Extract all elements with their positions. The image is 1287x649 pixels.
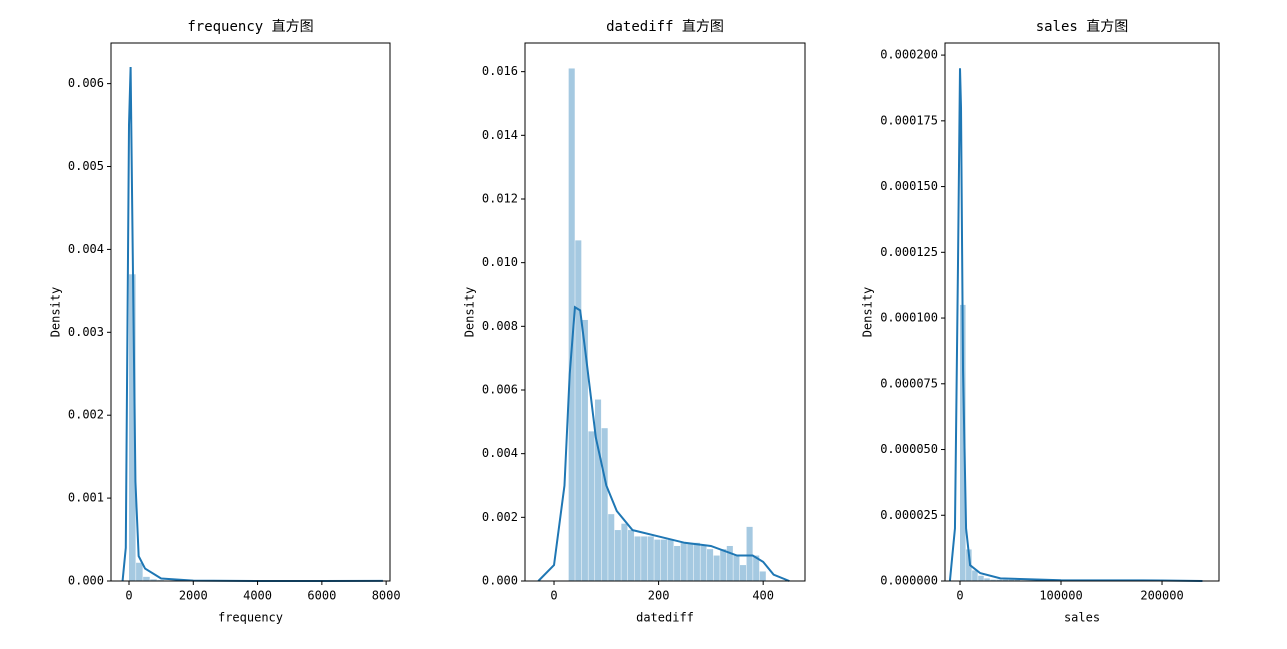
y-tick-label: 0.005 (68, 159, 104, 173)
subplot: 0 100000 200000 0.000000 0.000025 0.000050 0.0… (861, 18, 1220, 625)
x-tick-label: 2000 (179, 589, 208, 603)
x-tick-label: 0 (550, 589, 557, 603)
axes-frame (944, 42, 1220, 582)
axes-frame (524, 42, 806, 582)
y-tick-label: 0.000175 (880, 113, 938, 127)
x-tick-label: 100000 (1039, 589, 1082, 603)
y-tick-label: 0.001 (68, 491, 104, 505)
bar (984, 578, 990, 581)
bar (581, 319, 588, 581)
y-tick-label: 0.002 (68, 408, 104, 422)
bar (687, 542, 694, 581)
bar (641, 536, 648, 581)
y-tick-label: 0.000150 (880, 179, 938, 193)
y-tick-label: 0.000 (68, 574, 104, 588)
y-tick-label: 0.000100 (880, 311, 938, 325)
bar (693, 542, 700, 581)
x-axis-label: frequency (218, 611, 283, 625)
y-tick-label: 0.006 (482, 382, 518, 396)
chart-title: sales 直方图 (1036, 18, 1129, 35)
bar (720, 549, 727, 581)
chart-title: frequency 直方图 (187, 18, 313, 35)
bar (966, 549, 972, 581)
bar (726, 545, 733, 581)
y-tick-label: 0.008 (482, 319, 518, 333)
bar (680, 542, 687, 581)
y-tick-label: 0.000200 (880, 48, 938, 62)
chart-title: datediff 直方图 (606, 18, 724, 35)
y-tick-label: 0.000025 (880, 508, 938, 522)
bar (634, 536, 641, 581)
bar (759, 571, 766, 581)
bar (150, 579, 157, 581)
bar (996, 579, 1002, 581)
y-tick-label: 0.012 (482, 191, 518, 205)
subplot: 0 2000 4000 6000 8000 0.000 0.001 0.002 0.003 0.0… (48, 18, 400, 625)
bar (739, 565, 747, 581)
bar (608, 514, 615, 581)
y-tick-label: 0.004 (68, 242, 104, 256)
y-tick-label: 0.014 (482, 128, 518, 142)
bar (575, 240, 582, 581)
bar (667, 539, 674, 581)
x-tick-label: 6000 (307, 589, 336, 603)
bar (595, 399, 602, 581)
bar (1008, 579, 1015, 581)
bar (654, 539, 661, 581)
bar (588, 431, 595, 581)
bar (660, 539, 667, 581)
bar (674, 545, 681, 581)
bar (978, 575, 984, 581)
x-tick-label: 200 (648, 589, 670, 603)
y-tick-label: 0.003 (68, 325, 104, 339)
x-tick-label: 0 (956, 589, 963, 603)
bar (753, 555, 760, 581)
y-tick-label: 0.006 (68, 76, 104, 90)
y-axis-label: Density (861, 287, 875, 338)
bar (136, 562, 143, 581)
bar (614, 530, 621, 581)
bar (627, 530, 635, 581)
x-tick-label: 8000 (372, 589, 401, 603)
bar (647, 536, 654, 581)
kde-line (948, 68, 1203, 582)
y-tick-label: 0.000050 (880, 442, 938, 456)
bar (713, 555, 720, 581)
bar (1014, 579, 1021, 581)
y-tick-label: 0.000125 (880, 245, 938, 259)
kde-line (537, 305, 790, 582)
bar (972, 570, 978, 581)
y-tick-label: 0.000000 (880, 574, 938, 588)
bar (733, 555, 740, 581)
y-axis-label: Density (48, 287, 62, 338)
y-axis-label: Density (462, 287, 476, 338)
bar (601, 428, 608, 581)
x-axis-label: sales (1064, 611, 1100, 625)
x-axis-label: datediff (636, 611, 694, 625)
y-tick-label: 0.000075 (880, 376, 938, 390)
bar (990, 579, 996, 581)
x-tick-label: 400 (752, 589, 774, 603)
x-tick-label: 200000 (1140, 589, 1183, 603)
axes-frame (110, 42, 391, 582)
y-tick-label: 0.004 (482, 446, 518, 460)
x-tick-label: 4000 (243, 589, 272, 603)
bar (621, 523, 628, 581)
bar (746, 526, 753, 581)
x-tick-label: 0 (125, 589, 132, 603)
bar (143, 576, 150, 581)
subplot: 0 200 400 0.000 0.002 0.004 0.006 0.008 0.010 0.0… (462, 18, 806, 625)
y-tick-label: 0.000 (482, 574, 518, 588)
bar (129, 274, 136, 581)
kde-line (121, 67, 383, 582)
bar (960, 304, 966, 581)
y-tick-label: 0.016 (482, 64, 518, 78)
bar (568, 68, 575, 581)
y-tick-label: 0.002 (482, 510, 518, 524)
bar (1002, 579, 1008, 581)
bar (700, 545, 707, 581)
y-tick-label: 0.010 (482, 255, 518, 269)
bar (707, 549, 714, 581)
